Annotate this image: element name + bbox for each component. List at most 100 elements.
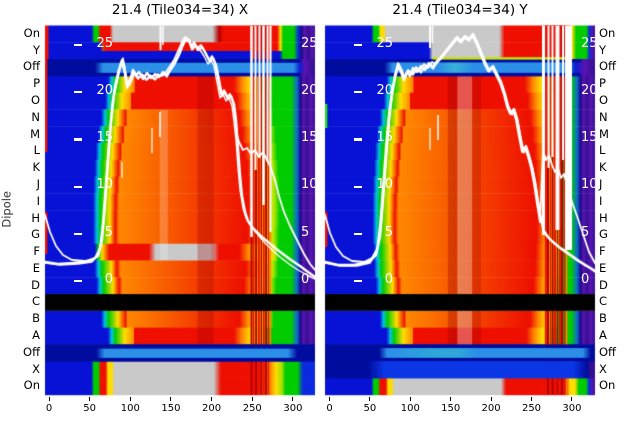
x-tick-1-0 bbox=[329, 396, 330, 401]
row-label-left-5: N bbox=[31, 109, 40, 124]
x-tick-label-0-200: 200 bbox=[202, 403, 222, 414]
x-tick-label-0-300: 300 bbox=[283, 403, 303, 414]
x-tick-1-300 bbox=[571, 396, 573, 401]
inner-tick-label-0-25: 25 bbox=[96, 35, 113, 51]
row-label-right-3: P bbox=[599, 76, 606, 91]
x-tick-label-0-100: 100 bbox=[120, 403, 140, 414]
x-tick-0-100 bbox=[129, 396, 131, 401]
row-label-left-3: P bbox=[33, 76, 40, 91]
inner-tick-label-1-15: 15 bbox=[376, 130, 393, 145]
row-label-right-11: H bbox=[599, 210, 608, 225]
inner-tick-label-0-10: 10 bbox=[96, 177, 113, 193]
row-label-right-16: C bbox=[599, 294, 608, 309]
row-label-right-19: Off bbox=[599, 344, 616, 359]
row-label-right-13: F bbox=[599, 244, 606, 259]
row-label-left-21: On bbox=[23, 378, 40, 393]
inner-tick-dash-1-20 bbox=[354, 91, 362, 94]
row-label-left-19: Off bbox=[23, 344, 40, 359]
row-label-left-16: C bbox=[31, 294, 40, 309]
x-tick-label-0-250: 250 bbox=[242, 403, 262, 414]
inner-tick-label-0-5: 5 bbox=[104, 224, 113, 240]
inner-tick-dash-0-0 bbox=[74, 280, 82, 283]
x-tick-label-1-300: 300 bbox=[562, 403, 582, 414]
x-tick-1-100 bbox=[409, 396, 411, 401]
row-label-left-11: H bbox=[31, 210, 40, 225]
row-label-left-10: I bbox=[36, 193, 40, 208]
row-label-right-20: X bbox=[599, 361, 607, 376]
row-label-left-8: K bbox=[32, 160, 40, 175]
row-label-right-10: I bbox=[599, 193, 603, 208]
row-label-right-5: N bbox=[599, 109, 608, 124]
inner-tick-label-1-0: 0 bbox=[384, 271, 393, 287]
row-label-left-20: X bbox=[32, 361, 40, 376]
x-tick-0-250 bbox=[251, 396, 253, 401]
inner-tick-dash-0-20 bbox=[74, 91, 82, 94]
inner-tick-label-0-0: 0 bbox=[104, 271, 113, 287]
x-tick-label-0-0: 0 bbox=[45, 403, 53, 414]
row-label-right-7: L bbox=[599, 143, 606, 158]
row-label-right-14: E bbox=[599, 260, 607, 275]
x-tick-label-1-50: 50 bbox=[363, 403, 377, 414]
row-label-left-17: B bbox=[32, 311, 40, 326]
x-tick-1-200 bbox=[490, 396, 492, 401]
inner-tick-dash-0-25 bbox=[74, 43, 82, 47]
row-label-left-6: M bbox=[30, 126, 40, 141]
row-label-left-4: O bbox=[30, 93, 40, 108]
x-tick-label-0-50: 50 bbox=[83, 403, 96, 414]
x-tick-0-150 bbox=[170, 396, 172, 401]
row-label-right-2: Off bbox=[599, 59, 616, 74]
row-label-right-18: A bbox=[599, 328, 607, 343]
inner-tick-label-1-5: 5 bbox=[384, 224, 393, 240]
row-label-left-9: J bbox=[36, 176, 40, 191]
inner-tick-label-1-25: 25 bbox=[376, 35, 393, 51]
inner-tick-label-0-20: 20 bbox=[96, 82, 113, 98]
x-tick-0-0 bbox=[48, 396, 50, 401]
inner-tick-dash-0-15 bbox=[74, 138, 82, 141]
row-label-left-7: L bbox=[33, 143, 40, 158]
inner-tick-label-0-15: 15 bbox=[96, 130, 113, 145]
x-tick-label-1-150: 150 bbox=[441, 403, 461, 414]
row-label-right-4: O bbox=[599, 93, 609, 108]
inner-tick-dash-1-0 bbox=[354, 280, 362, 283]
row-label-left-14: E bbox=[32, 260, 40, 275]
x-tick-1-150 bbox=[450, 396, 452, 401]
panel-title-x: 21.4 (Tile034=34) X bbox=[111, 2, 249, 18]
x-tick-0-50 bbox=[89, 396, 91, 401]
row-label-left-18: A bbox=[32, 328, 40, 343]
x-tick-label-1-200: 200 bbox=[481, 403, 501, 414]
row-label-right-8: K bbox=[599, 160, 607, 175]
inner-tick-dash-1-15 bbox=[354, 138, 362, 141]
row-label-left-13: F bbox=[33, 244, 40, 259]
inner-tick-dash-0-5 bbox=[74, 232, 82, 236]
row-label-right-1: Y bbox=[599, 42, 607, 57]
row-label-right-0: On bbox=[599, 25, 616, 40]
inner-tick-label-1-20: 20 bbox=[376, 82, 393, 98]
inner-tick-dash-1-5 bbox=[354, 232, 362, 236]
inner-tick-dash-0-10 bbox=[74, 185, 82, 188]
panel-title-y: 21.4 (Tile034=34) Y bbox=[392, 2, 528, 18]
row-label-left-2: Off bbox=[23, 59, 40, 74]
x-tick-label-1-100: 100 bbox=[400, 403, 420, 414]
x-tick-0-300 bbox=[292, 396, 294, 401]
inner-tick-dash-1-10 bbox=[354, 185, 362, 188]
row-label-left-1: Y bbox=[32, 42, 40, 57]
row-label-right-9: J bbox=[599, 176, 603, 191]
row-label-left-0: On bbox=[23, 25, 40, 40]
x-tick-label-1-0: 0 bbox=[326, 403, 333, 414]
x-tick-label-1-250: 250 bbox=[521, 403, 542, 414]
x-tick-1-50 bbox=[369, 396, 371, 401]
x-tick-label-0-150: 150 bbox=[161, 403, 181, 414]
x-tick-0-200 bbox=[211, 396, 213, 401]
row-label-right-17: B bbox=[599, 311, 607, 326]
row-label-right-21: On bbox=[599, 378, 616, 393]
row-label-right-6: M bbox=[599, 126, 609, 141]
row-label-right-15: D bbox=[599, 277, 608, 292]
inner-tick-dash-1-25 bbox=[354, 43, 362, 47]
row-label-right-12: G bbox=[599, 227, 608, 242]
row-label-left-12: G bbox=[31, 227, 40, 242]
inner-tick-label-1-10: 10 bbox=[376, 177, 393, 193]
row-label-left-15: D bbox=[31, 277, 40, 292]
x-tick-1-250 bbox=[531, 396, 532, 401]
